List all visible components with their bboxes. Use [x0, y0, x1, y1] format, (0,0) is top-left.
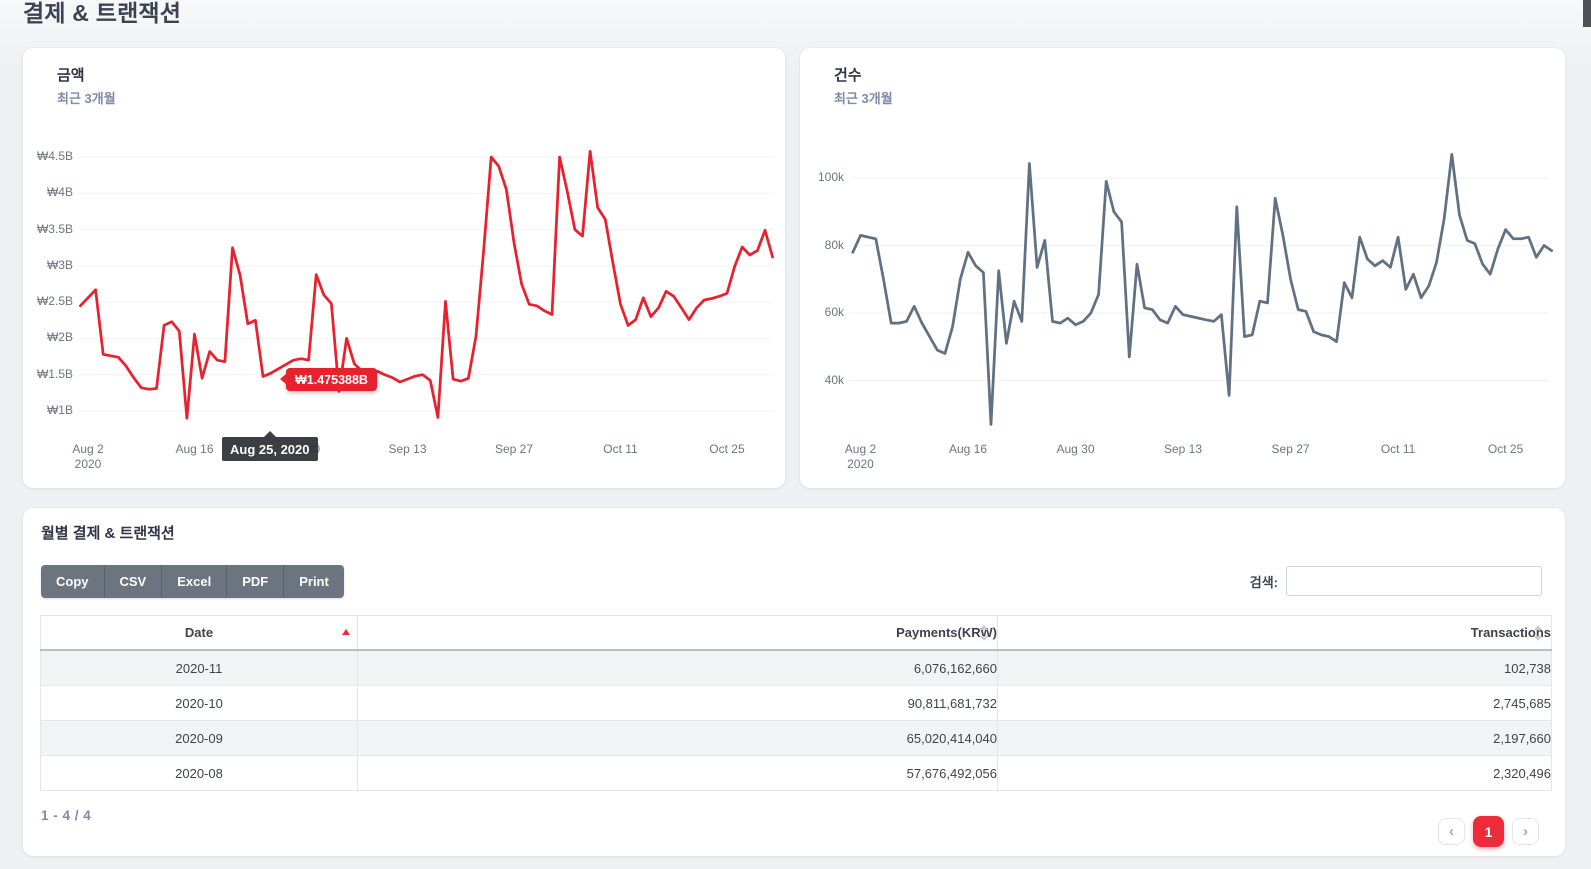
column-header-payments-krw-[interactable]: Payments(KRW) — [357, 615, 998, 651]
export-copy-button[interactable]: Copy — [41, 565, 105, 598]
table-section-title: 월별 결제 & 트랜잭션 — [41, 525, 175, 542]
x-axis-label: Sep 13 — [388, 442, 427, 456]
monthly-table-card: 월별 결제 & 트랜잭션 Copy CSV Excel PDF Print 검색: Da… — [23, 508, 1565, 856]
table-row: 2020-09 65,020,414,040 2,197,660 — [40, 720, 1552, 756]
x-axis-year-label: 2020 — [847, 457, 874, 471]
sort-both-icon — [1534, 624, 1543, 642]
y-axis-label: 40k — [824, 372, 844, 387]
y-axis-label: 60k — [824, 305, 844, 319]
export-pdf-button[interactable]: PDF — [227, 565, 285, 598]
table-row: 2020-11 6,076,162,660 102,738 — [40, 650, 1552, 686]
tooltip-value: ₩1.475388B — [295, 372, 368, 387]
y-axis-label: ₩2.5B — [36, 294, 73, 309]
export-excel-button[interactable]: Excel — [162, 565, 228, 598]
tooltip-arrow-icon — [280, 374, 286, 384]
x-axis-label: Aug 16 — [175, 442, 214, 456]
y-axis-label: ₩4.5B — [36, 149, 73, 163]
cell-transactions: 2,320,496 — [997, 755, 1552, 791]
count-card-subtitle: 최근 3개월 — [834, 91, 893, 106]
y-axis-label: ₩3B — [46, 257, 73, 272]
amount-card-title: 금액 — [57, 67, 85, 84]
chevron-left-icon: ‹ — [1449, 823, 1454, 840]
amount-chart-card: 금액 최근 3개월 ₩1.475388B Aug 25, 2020 ₩4.5B ₩… — [23, 48, 785, 488]
x-axis-label: Oct 25 — [1487, 442, 1524, 456]
pagination-range-text: 1 - 4 / 4 — [41, 808, 92, 823]
x-axis-label: Aug 16 — [948, 442, 988, 456]
cell-payments: 90,811,681,732 — [357, 685, 998, 721]
cell-payments: 6,076,162,660 — [357, 650, 998, 686]
column-header-transactions[interactable]: Transactions — [997, 615, 1552, 651]
count-card-title: 건수 — [834, 67, 862, 84]
amount-card-subtitle: 최근 3개월 — [57, 91, 116, 106]
table-row: 2020-10 90,811,681,732 2,745,685 — [40, 685, 1552, 721]
cell-transactions: 102,738 — [997, 650, 1552, 686]
export-csv-button[interactable]: CSV — [104, 565, 163, 598]
x-axis-label: Oct 11 — [1380, 442, 1416, 456]
sort-up-arrow-icon — [1534, 625, 1542, 630]
pagination: ‹ 1 › — [1438, 816, 1539, 847]
y-axis-label: ₩4B — [46, 185, 73, 200]
monthly-data-table: Date Payments(KRW) Transactions 2020-11 6,0… — [40, 615, 1552, 791]
table-row: 2020-08 57,676,492,056 2,320,496 — [40, 755, 1552, 791]
column-header-date[interactable]: Date — [40, 615, 358, 651]
chart-point-tooltip: ₩1.475388B — [280, 368, 377, 391]
chevron-right-icon: › — [1523, 823, 1528, 840]
export-print-button[interactable]: Print — [284, 565, 344, 598]
sort-down-arrow-icon — [1534, 636, 1542, 641]
cell-date: 2020-09 — [40, 720, 358, 756]
tooltip-date: Aug 25, 2020 — [230, 441, 310, 457]
cell-transactions: 2,745,685 — [997, 685, 1552, 721]
y-axis-label: ₩1.5B — [36, 366, 73, 381]
sort-both-icon — [980, 624, 989, 642]
x-axis-label: Sep 27 — [494, 442, 533, 456]
pagination-prev-button[interactable]: ‹ — [1438, 818, 1465, 845]
y-axis-label: ₩3.5B — [36, 221, 73, 236]
x-axis-label: Sep 27 — [1271, 442, 1310, 456]
y-axis-label: 100k — [817, 170, 844, 184]
pagination-page-1-button[interactable]: 1 — [1473, 816, 1504, 847]
sort-down-arrow-icon — [980, 636, 988, 641]
tooltip-up-arrow-icon — [263, 431, 276, 437]
count-chart-card: 건수 최근 3개월 100k 80k 60k 40k Aug 2 2020 Aug 16 Au… — [800, 48, 1565, 488]
page-title: 결제 & 트랜잭션 — [23, 0, 182, 26]
scrollbar-thumb[interactable] — [1583, 0, 1591, 27]
sort-ascending-icon — [342, 629, 350, 635]
chart-date-tooltip: Aug 25, 2020 — [222, 431, 318, 461]
cell-date: 2020-11 — [40, 650, 358, 686]
table-search: 검색: — [1250, 566, 1542, 596]
cell-transactions: 2,197,660 — [997, 720, 1552, 756]
y-axis-label: ₩1B — [46, 402, 73, 417]
x-axis-label: Oct 25 — [709, 442, 745, 456]
x-axis-label: Oct 11 — [603, 442, 638, 456]
search-input[interactable] — [1286, 566, 1542, 596]
x-axis-year-label: 2020 — [74, 457, 102, 471]
sort-up-arrow-icon — [980, 625, 988, 630]
x-axis-label: Sep 13 — [1164, 442, 1203, 456]
x-axis-label: Aug 30 — [1056, 442, 1095, 456]
export-button-group: Copy CSV Excel PDF Print — [41, 565, 344, 598]
x-axis-label: Aug 2 2020 — [828, 442, 892, 472]
cell-date: 2020-10 — [40, 685, 358, 721]
x-axis-label: Aug 2 2020 — [56, 442, 120, 472]
y-axis-label: 80k — [824, 237, 844, 252]
pagination-next-button[interactable]: › — [1512, 818, 1539, 845]
y-axis-label: ₩2B — [46, 330, 73, 345]
cell-payments: 65,020,414,040 — [357, 720, 998, 756]
cell-payments: 57,676,492,056 — [357, 755, 998, 791]
search-label: 검색: — [1249, 574, 1278, 590]
cell-date: 2020-08 — [40, 755, 358, 791]
